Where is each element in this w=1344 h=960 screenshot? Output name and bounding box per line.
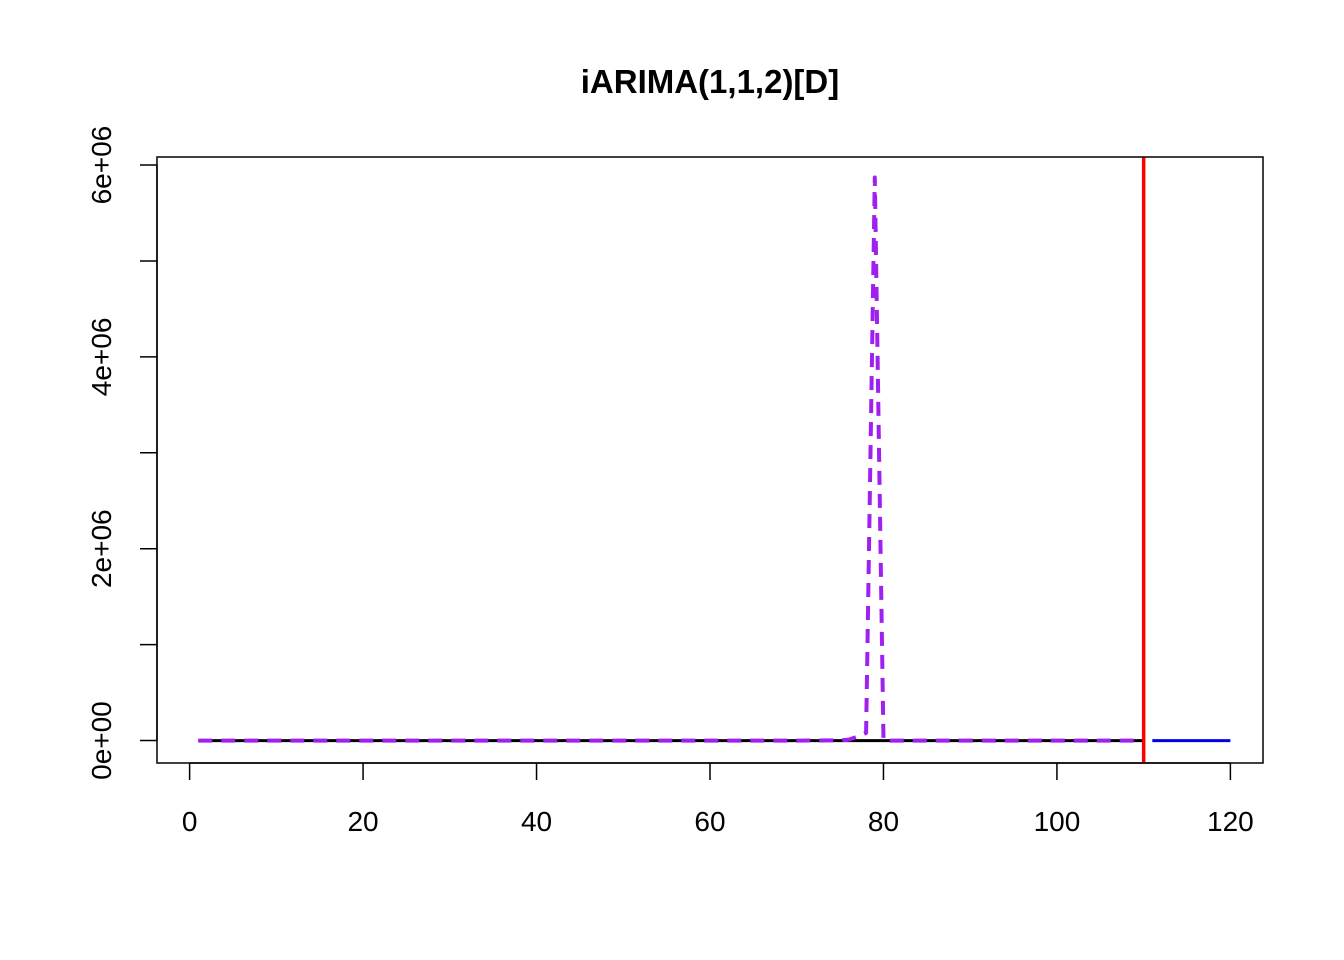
y-tick-label: 4e+06: [86, 318, 117, 397]
x-tick-label: 120: [1207, 806, 1254, 837]
plot-frame: [156, 156, 1264, 764]
y-tick-label: 2e+06: [86, 509, 117, 588]
x-tick-label: 80: [868, 806, 899, 837]
chart-title: iARIMA(1,1,2)[D]: [581, 63, 840, 100]
x-tick-label: 40: [521, 806, 552, 837]
x-tick-label: 0: [182, 806, 198, 837]
x-tick-label: 100: [1034, 806, 1081, 837]
x-tick-label: 60: [694, 806, 725, 837]
x-axis: 0 20 40 60 80 100 120: [182, 762, 1254, 837]
y-axis: 0e+00 2e+06 4e+06 6e+06: [86, 126, 158, 780]
y-tick-label: 0e+00: [86, 701, 117, 780]
series-layer: [198, 175, 1231, 743]
x-tick-label: 20: [347, 806, 378, 837]
series-line-3: [198, 175, 1144, 743]
y-tick-label: 6e+06: [86, 126, 117, 205]
